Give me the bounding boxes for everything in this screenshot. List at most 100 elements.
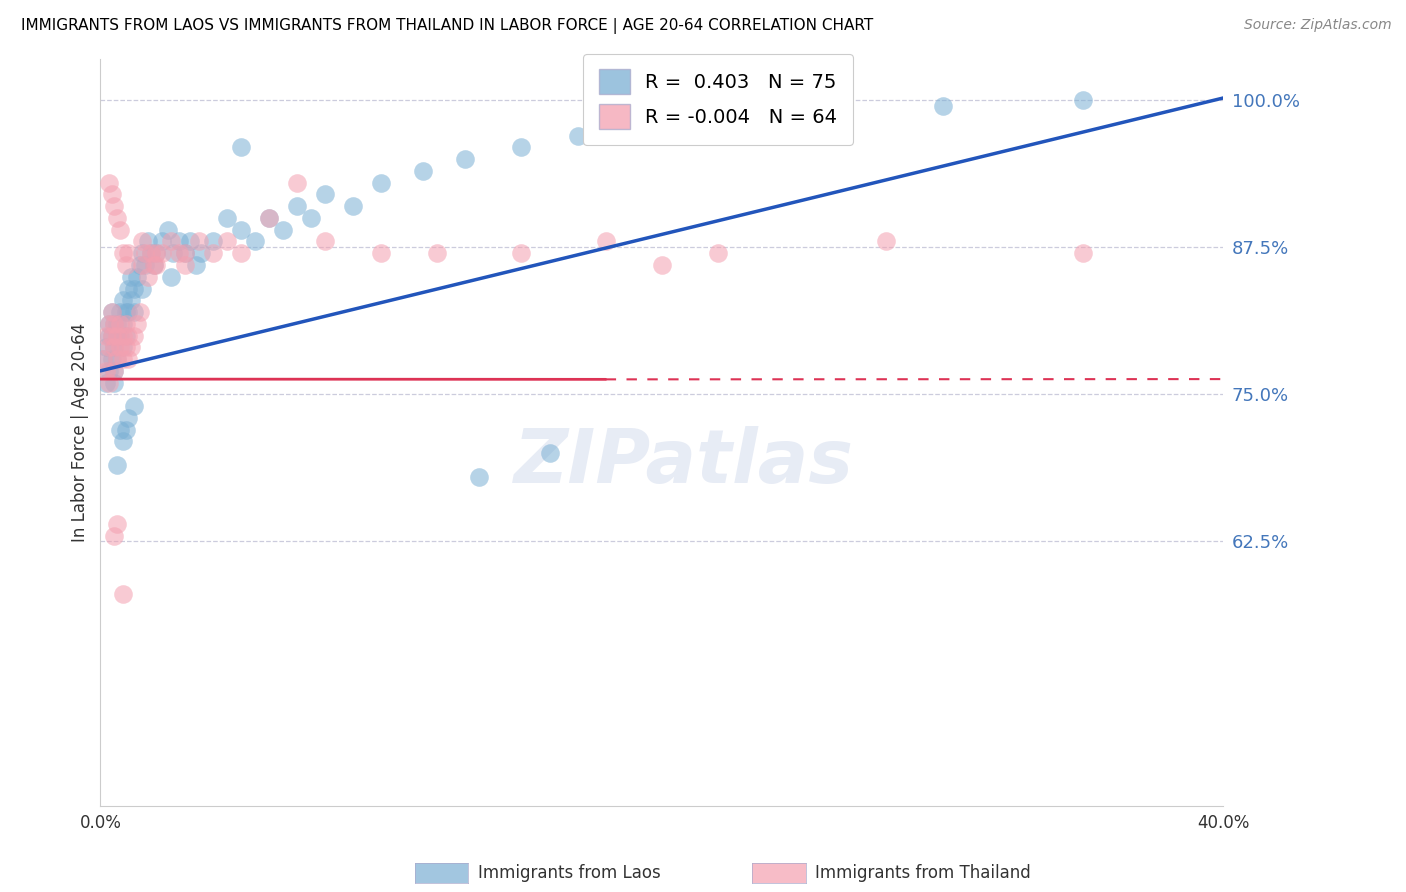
- Point: [103, 317, 125, 331]
- Point: [111, 434, 134, 449]
- Point: [1071, 246, 1094, 260]
- Point: [111, 587, 134, 601]
- Point: [105, 328, 128, 343]
- Point: [173, 246, 195, 260]
- Point: [134, 258, 156, 272]
- Point: [100, 328, 122, 343]
- Point: [145, 258, 167, 272]
- Point: [111, 317, 134, 331]
- Point: [139, 246, 162, 260]
- Point: [103, 340, 125, 354]
- Point: [128, 305, 150, 319]
- Text: Immigrants from Thailand: Immigrants from Thailand: [815, 864, 1031, 882]
- Point: [108, 317, 131, 331]
- Point: [111, 246, 134, 260]
- Point: [97, 317, 120, 331]
- Point: [114, 423, 136, 437]
- Point: [139, 246, 162, 260]
- Point: [454, 152, 477, 166]
- Point: [103, 199, 125, 213]
- Point: [271, 223, 294, 237]
- Point: [215, 235, 238, 249]
- Point: [128, 258, 150, 272]
- Text: IMMIGRANTS FROM LAOS VS IMMIGRANTS FROM THAILAND IN LABOR FORCE | AGE 20-64 CORR: IMMIGRANTS FROM LAOS VS IMMIGRANTS FROM …: [21, 18, 873, 34]
- Point: [150, 246, 173, 260]
- Point: [131, 246, 153, 260]
- Point: [142, 258, 165, 272]
- Point: [111, 352, 134, 367]
- Point: [97, 328, 120, 343]
- Point: [94, 364, 117, 378]
- Point: [108, 328, 131, 343]
- Point: [125, 317, 148, 331]
- Point: [103, 317, 125, 331]
- Point: [100, 305, 122, 319]
- Point: [184, 258, 207, 272]
- Point: [707, 246, 730, 260]
- Point: [117, 328, 139, 343]
- Point: [136, 269, 159, 284]
- Point: [201, 235, 224, 249]
- Point: [142, 258, 165, 272]
- Point: [105, 317, 128, 331]
- Point: [103, 528, 125, 542]
- Point: [134, 246, 156, 260]
- Point: [156, 223, 179, 237]
- Point: [167, 235, 190, 249]
- Point: [97, 376, 120, 390]
- Point: [94, 340, 117, 354]
- Point: [201, 246, 224, 260]
- Point: [117, 305, 139, 319]
- Point: [103, 376, 125, 390]
- Point: [122, 399, 145, 413]
- Point: [97, 340, 120, 354]
- Point: [510, 246, 533, 260]
- Point: [150, 235, 173, 249]
- Point: [159, 235, 181, 249]
- Point: [105, 458, 128, 472]
- Point: [538, 446, 561, 460]
- Point: [108, 223, 131, 237]
- Point: [97, 176, 120, 190]
- Point: [370, 176, 392, 190]
- Point: [105, 352, 128, 367]
- Point: [105, 328, 128, 343]
- Point: [145, 246, 167, 260]
- Point: [97, 364, 120, 378]
- Point: [595, 235, 617, 249]
- Point: [167, 246, 190, 260]
- Point: [651, 258, 673, 272]
- Point: [567, 128, 589, 143]
- Point: [136, 235, 159, 249]
- Point: [122, 305, 145, 319]
- Point: [114, 317, 136, 331]
- Point: [1071, 93, 1094, 107]
- Point: [111, 328, 134, 343]
- Point: [105, 516, 128, 531]
- Point: [875, 235, 897, 249]
- Text: ZIPatlas: ZIPatlas: [515, 426, 855, 499]
- Point: [285, 199, 308, 213]
- Point: [94, 328, 117, 343]
- Point: [370, 246, 392, 260]
- Point: [120, 340, 142, 354]
- Point: [117, 281, 139, 295]
- Point: [931, 99, 953, 113]
- Point: [187, 235, 209, 249]
- Legend: R =  0.403   N = 75, R = -0.004   N = 64: R = 0.403 N = 75, R = -0.004 N = 64: [583, 54, 853, 145]
- Point: [114, 258, 136, 272]
- Point: [510, 140, 533, 154]
- Point: [257, 211, 280, 225]
- Point: [285, 176, 308, 190]
- Point: [179, 235, 201, 249]
- Point: [131, 235, 153, 249]
- Point: [114, 328, 136, 343]
- Text: Immigrants from Laos: Immigrants from Laos: [478, 864, 661, 882]
- Text: Source: ZipAtlas.com: Source: ZipAtlas.com: [1244, 18, 1392, 32]
- Point: [122, 281, 145, 295]
- Point: [108, 305, 131, 319]
- Point: [162, 246, 184, 260]
- Point: [91, 352, 114, 367]
- Point: [131, 281, 153, 295]
- Point: [229, 140, 252, 154]
